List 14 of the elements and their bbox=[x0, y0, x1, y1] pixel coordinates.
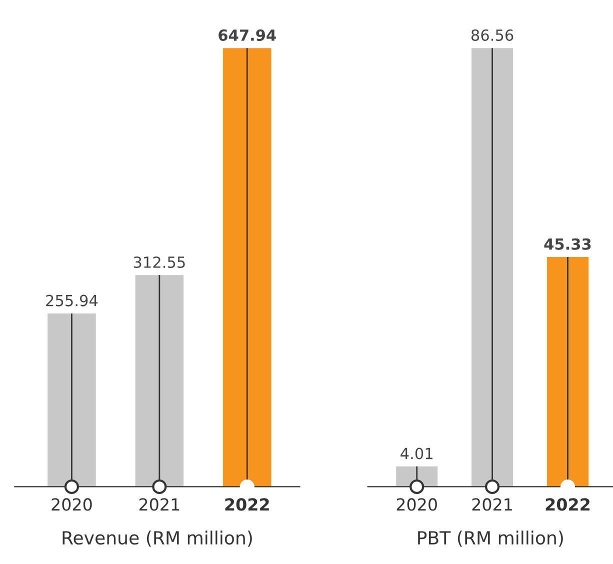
data-label: 255.94 bbox=[46, 294, 98, 306]
x-tick-label: 2021 bbox=[139, 498, 180, 511]
data-label: 647.94 bbox=[218, 29, 276, 41]
data-label: 45.33 bbox=[544, 238, 591, 250]
x-axis-title: PBT (RM million) bbox=[418, 530, 563, 547]
x-axis-title: Revenue (RM million) bbox=[62, 530, 252, 547]
data-label: 86.56 bbox=[471, 29, 514, 41]
x-tick-label: 2020 bbox=[396, 498, 437, 511]
x-tick-label: 2022 bbox=[225, 498, 269, 511]
data-label: 312.55 bbox=[134, 256, 185, 268]
x-tick-label: 2022 bbox=[546, 498, 590, 511]
data-label: 4.01 bbox=[400, 448, 432, 460]
x-tick-label: 2021 bbox=[472, 498, 512, 511]
x-tick-label: 2020 bbox=[52, 498, 92, 511]
